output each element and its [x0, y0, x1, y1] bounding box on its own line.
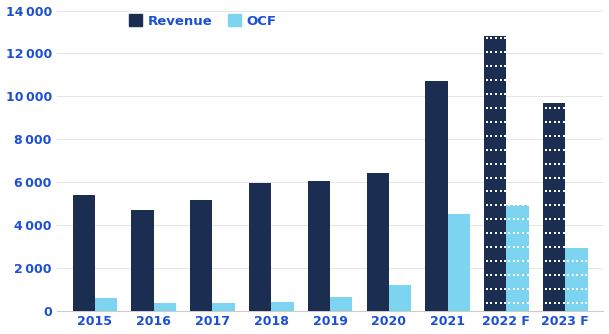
Bar: [484, 36, 507, 311]
Bar: [72, 195, 95, 311]
Bar: [271, 302, 294, 311]
Bar: [507, 204, 529, 311]
Bar: [190, 200, 213, 311]
Bar: [330, 297, 353, 311]
Bar: [132, 210, 153, 311]
Bar: [308, 181, 330, 311]
Bar: [153, 303, 176, 311]
Legend: Revenue, OCF: Revenue, OCF: [129, 14, 276, 28]
Bar: [389, 285, 411, 311]
Bar: [448, 214, 470, 311]
Bar: [95, 298, 117, 311]
Bar: [425, 81, 448, 311]
Bar: [543, 103, 565, 311]
Bar: [213, 303, 235, 311]
Bar: [367, 173, 389, 311]
Bar: [565, 248, 588, 311]
Bar: [249, 183, 271, 311]
